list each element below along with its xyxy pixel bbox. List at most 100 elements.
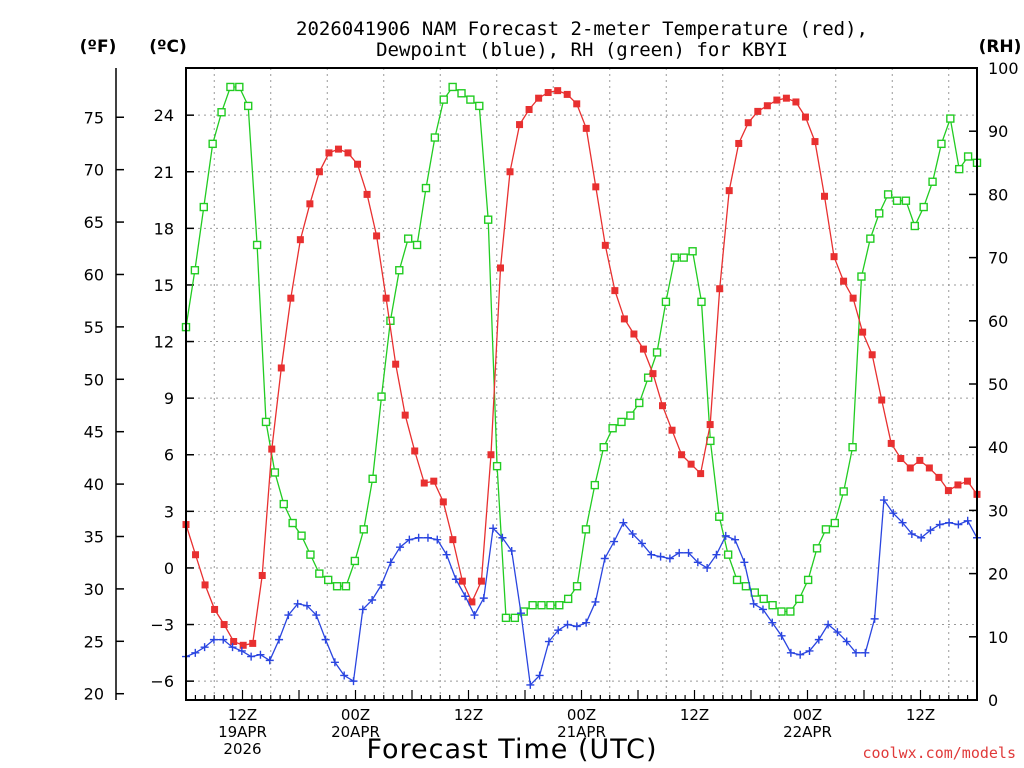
plot-frame (185, 67, 978, 701)
dewpoint-point (414, 533, 423, 542)
rh-point (324, 575, 333, 585)
dewpoint-point (396, 543, 405, 552)
temperature-point (239, 641, 247, 649)
fahrenheit-tick-label: 20 (84, 685, 104, 704)
dewpoint-point (740, 558, 749, 567)
dewpoint-point (405, 535, 414, 544)
rh-tick-label: 10 (988, 628, 1008, 647)
rh-point (252, 240, 262, 250)
rh-point (377, 392, 386, 401)
rh-point (670, 253, 680, 262)
temperature-point (763, 102, 771, 110)
rh-tick-label: 50 (988, 375, 1008, 394)
dewpoint-point (917, 533, 926, 542)
dewpoint-point (852, 648, 861, 657)
rh-point (572, 582, 582, 591)
rh-point (812, 544, 822, 553)
temperature-point (334, 145, 342, 153)
celsius-tick-label: 12 (154, 333, 174, 352)
time-tick-label: 12Z (680, 706, 709, 724)
rh-unit-label: (RH) (979, 37, 1022, 57)
temperature-point (401, 411, 409, 419)
temperature-point (678, 451, 686, 459)
dewpoint-point (610, 537, 619, 546)
temperature-point (487, 451, 495, 459)
temperature-point (725, 187, 733, 195)
temperature-point (897, 455, 905, 463)
dewpoint-point (228, 643, 237, 652)
rh-point (777, 607, 786, 616)
dewpoint-point (758, 605, 767, 614)
rh-point (448, 82, 457, 92)
temperature-point (611, 287, 619, 295)
temperature-point (716, 285, 724, 293)
temperature-point (211, 605, 219, 613)
celsius-tick-label: −6 (150, 672, 174, 691)
rh-point (839, 487, 848, 496)
celsius-tick-label: 24 (154, 106, 174, 125)
celsius-tick-label: 15 (154, 276, 174, 295)
dewpoint-point (535, 671, 544, 680)
dewpoint-point (517, 609, 526, 618)
temperature-point (582, 124, 590, 132)
celsius-tick-label: 0 (164, 559, 174, 578)
temperature-point (563, 90, 571, 98)
celsius-tick-label: 18 (154, 219, 174, 238)
time-tick-label: 00Z (567, 706, 596, 724)
temperature-point (954, 481, 962, 489)
temperature-point (201, 581, 209, 589)
rh-point (244, 101, 253, 111)
temperature-point (458, 577, 466, 585)
dewpoint-point (833, 628, 842, 637)
rh-point (599, 443, 608, 452)
temperature-point (258, 571, 266, 579)
temperature-point (373, 232, 381, 240)
rh-point (919, 202, 928, 212)
rh-point (555, 601, 564, 610)
rh-point (199, 202, 208, 212)
dewpoint-point (358, 605, 367, 614)
dewpoint-point (479, 594, 488, 603)
fahrenheit-tick-label: 60 (84, 265, 104, 284)
rh-point (635, 398, 644, 408)
dewpoint-point (619, 518, 628, 527)
temperature-point (878, 396, 886, 404)
temperature-point (392, 360, 400, 368)
rh-series (181, 82, 982, 623)
fahrenheit-tick-label: 70 (84, 161, 104, 180)
dewpoint-point (684, 548, 693, 557)
rh-point (875, 209, 884, 218)
temperature-point (296, 236, 304, 244)
temperature-point (535, 94, 543, 102)
temperature-point (354, 160, 362, 168)
temperature-point (620, 315, 628, 323)
temperature-point (744, 119, 752, 127)
temperature-point (306, 200, 314, 208)
dewpoint-point (554, 626, 563, 635)
rh-point (457, 89, 466, 98)
rh-point (208, 139, 217, 149)
dewpoint-point (563, 620, 572, 629)
temperature-point (544, 89, 552, 97)
dewpoint-point (814, 635, 823, 644)
temperature-point (525, 106, 533, 114)
rh-point (643, 373, 653, 382)
dewpoint-point (786, 648, 795, 657)
rh-point (937, 139, 946, 149)
temperature-point (277, 364, 285, 372)
rh-tick-label: 30 (988, 501, 1008, 520)
rh-point (466, 95, 475, 104)
rh-point (892, 196, 902, 205)
dewpoint-point (889, 509, 898, 518)
celsius-tick-label: 6 (164, 446, 174, 465)
temperature-point (344, 149, 352, 157)
temperature-point (420, 479, 428, 487)
temperature-point (735, 139, 743, 147)
rh-point (821, 525, 831, 534)
celsius-tick-label: 21 (154, 163, 174, 182)
dewpoint-point (591, 597, 600, 606)
credit-label: coolwx.com/models (862, 744, 1016, 762)
rh-point (528, 601, 537, 610)
rh-point (946, 114, 955, 123)
